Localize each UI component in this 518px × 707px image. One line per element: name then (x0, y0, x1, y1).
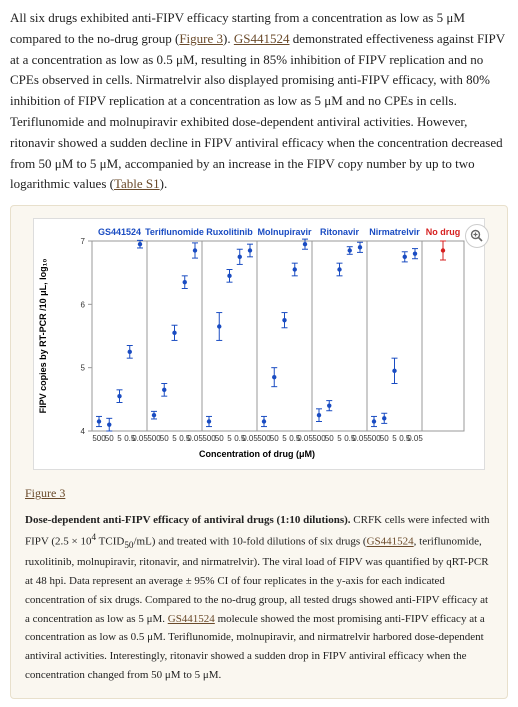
gs441524-link[interactable]: GS441524 (234, 31, 290, 46)
caption-text: , teriflunomide, ruxolitinib, molnupirav… (25, 536, 489, 625)
svg-text:0.05: 0.05 (297, 434, 313, 443)
body-paragraph: All six drugs exhibited anti-FIPV effica… (10, 8, 508, 195)
svg-text:5: 5 (172, 434, 177, 443)
svg-text:GS441524: GS441524 (98, 227, 141, 237)
svg-text:50: 50 (215, 434, 224, 443)
caption-text: /mL) and treated with 10-fold dilutions … (133, 536, 366, 548)
svg-text:Molnupiravir: Molnupiravir (257, 227, 312, 237)
svg-text:5: 5 (117, 434, 122, 443)
svg-text:50: 50 (380, 434, 389, 443)
svg-text:5: 5 (81, 364, 86, 373)
svg-text:Concentration of drug (μM): Concentration of drug (μM) (199, 449, 315, 459)
svg-text:0.05: 0.05 (407, 434, 423, 443)
svg-text:5: 5 (337, 434, 342, 443)
svg-text:5: 5 (392, 434, 397, 443)
svg-text:6: 6 (81, 301, 86, 310)
svg-text:Teriflunomide: Teriflunomide (145, 227, 204, 237)
table-s1-link[interactable]: Table S1 (114, 176, 160, 191)
caption-text: TCID (96, 536, 124, 548)
svg-text:5: 5 (227, 434, 232, 443)
figure-3-box: FIPV copies by RT-PCR /10 μL, log₁₀ 4 5 6 7 G… (10, 205, 508, 699)
figure-3-caption: Dose-dependent anti-FIPV efficacy of ant… (25, 511, 493, 684)
gs441524-link[interactable]: GS441524 (168, 613, 215, 625)
gs441524-link[interactable]: GS441524 (367, 536, 414, 548)
svg-text:0.05: 0.05 (187, 434, 203, 443)
svg-text:50: 50 (270, 434, 279, 443)
para-text: ). (160, 176, 168, 191)
para-text: ). (223, 31, 234, 46)
svg-text:50: 50 (325, 434, 334, 443)
svg-text:0.05: 0.05 (352, 434, 368, 443)
dose-response-chart: FIPV copies by RT-PCR /10 μL, log₁₀ 4 5 6 7 G… (33, 218, 485, 470)
svg-text:Ritonavir: Ritonavir (320, 227, 360, 237)
svg-text:5: 5 (282, 434, 287, 443)
svg-text:7: 7 (81, 237, 86, 246)
caption-bold: Dose-dependent anti-FIPV efficacy of ant… (25, 514, 351, 526)
svg-text:50: 50 (105, 434, 114, 443)
figure-3-caption-link[interactable]: Figure 3 (25, 484, 493, 503)
svg-text:0.05: 0.05 (132, 434, 148, 443)
svg-text:FIPV copies by RT-PCR /10 μL,: FIPV copies by RT-PCR /10 μL, log₁₀ (38, 259, 48, 414)
figure-3-link[interactable]: Figure 3 (179, 31, 223, 46)
svg-text:Ruxolitinib: Ruxolitinib (206, 227, 253, 237)
svg-text:0.05: 0.05 (242, 434, 258, 443)
svg-text:Nirmatrelvir: Nirmatrelvir (369, 227, 420, 237)
zoom-icon[interactable] (465, 224, 489, 248)
para-text: demonstrated effectiveness against FIPV … (10, 31, 505, 192)
svg-text:4: 4 (81, 427, 86, 436)
svg-text:No drug: No drug (426, 227, 461, 237)
svg-text:50: 50 (160, 434, 169, 443)
